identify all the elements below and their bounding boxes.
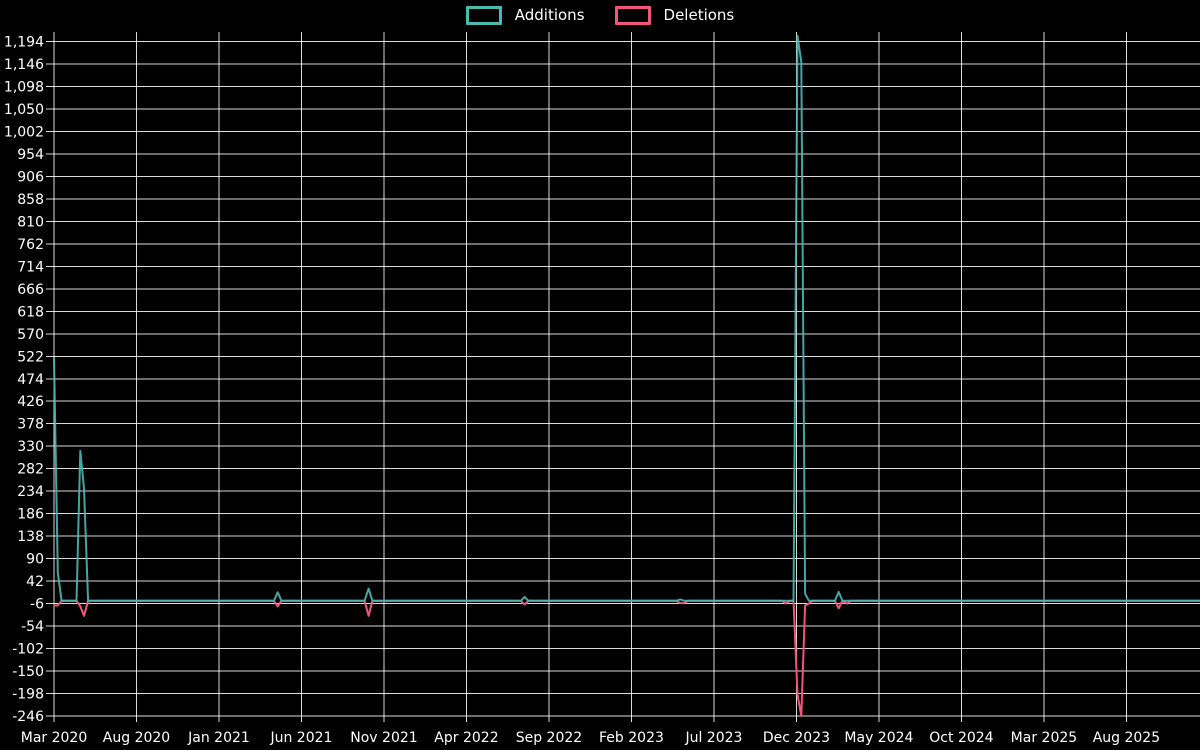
y-tick-label: 1,098 — [4, 79, 44, 95]
x-tick-label: Sep 2022 — [516, 730, 582, 746]
x-tick-label: Aug 2025 — [1093, 730, 1160, 746]
y-tick-label: 1,050 — [4, 102, 44, 118]
y-tick-label: 42 — [26, 574, 44, 590]
x-tick-label: Nov 2021 — [350, 730, 417, 746]
x-tick-label: May 2024 — [844, 730, 913, 746]
x-tick-label: Mar 2020 — [21, 730, 88, 746]
y-tick-label: 90 — [26, 552, 44, 568]
x-tick-label: Jun 2021 — [269, 730, 332, 746]
y-tick-label: 474 — [17, 372, 44, 388]
y-tick-label: 666 — [17, 282, 44, 298]
deletions-line — [54, 599, 1200, 717]
x-tick-label: Dec 2023 — [763, 730, 830, 746]
y-tick-label: 906 — [17, 169, 44, 185]
y-tick-label: 522 — [17, 349, 44, 365]
y-tick-label: 618 — [17, 304, 44, 320]
chart-legend: Additions Deletions — [0, 6, 1200, 25]
legend-label-additions: Additions — [514, 6, 585, 24]
x-tick-label: Aug 2020 — [103, 730, 170, 746]
y-tick-label: 714 — [17, 259, 44, 275]
y-tick-label: 1,146 — [4, 57, 44, 73]
x-tick-label: Apr 2022 — [434, 730, 498, 746]
legend-item-additions[interactable]: Additions — [465, 6, 585, 25]
additions-line — [53, 34, 1200, 602]
y-tick-label: -6 — [30, 597, 44, 613]
y-tick-label: 186 — [17, 507, 44, 523]
y-tick-label: 762 — [17, 237, 44, 253]
y-tick-label: 330 — [17, 439, 44, 455]
y-tick-label: 1,002 — [4, 124, 44, 140]
y-tick-label: 378 — [17, 417, 44, 433]
x-tick-label: Oct 2024 — [929, 730, 993, 746]
y-tick-label: 1,194 — [4, 35, 44, 51]
y-tick-label: 138 — [17, 529, 44, 545]
y-tick-label: 234 — [17, 484, 44, 500]
y-tick-label: 570 — [17, 327, 44, 343]
y-tick-label: 858 — [17, 192, 44, 208]
y-tick-label: 426 — [17, 394, 44, 410]
y-tick-label: 810 — [17, 214, 44, 230]
additions-swatch-icon — [465, 6, 502, 25]
y-tick-label: 954 — [17, 147, 44, 163]
x-tick-label: Mar 2025 — [1011, 730, 1078, 746]
legend-label-deletions: Deletions — [663, 6, 735, 24]
x-tick-label: Feb 2023 — [599, 730, 664, 746]
y-tick-label: -246 — [12, 709, 44, 725]
y-tick-label: -102 — [12, 642, 44, 658]
y-tick-label: 282 — [17, 462, 44, 478]
legend-item-deletions[interactable]: Deletions — [614, 6, 735, 25]
x-tick-label: Jan 2021 — [187, 730, 250, 746]
x-tick-label: Jul 2023 — [684, 730, 742, 746]
y-tick-label: -198 — [12, 687, 44, 703]
y-tick-label: -150 — [12, 664, 44, 680]
y-tick-label: -54 — [21, 619, 44, 635]
deletions-swatch-icon — [614, 6, 651, 25]
